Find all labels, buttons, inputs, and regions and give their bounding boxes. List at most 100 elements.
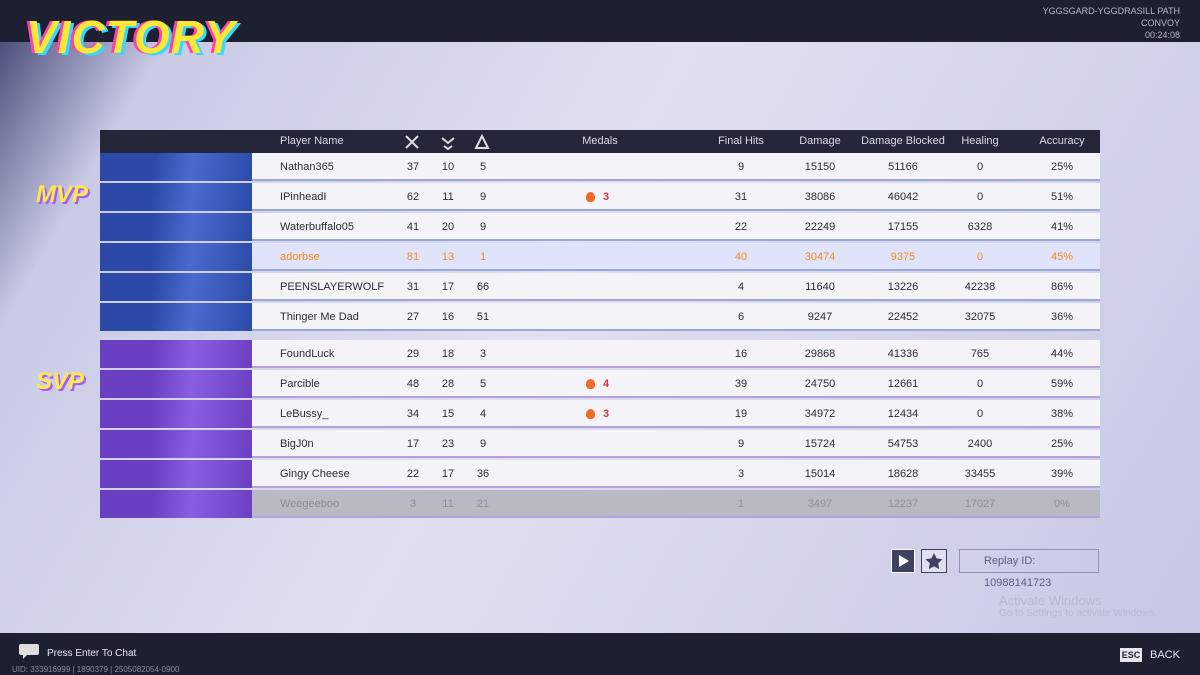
stat-assists: 9	[479, 221, 487, 233]
stat-accuracy: 45%	[1050, 251, 1074, 263]
stat-healing: 33455	[964, 468, 996, 480]
stat-damage-blocked: 12237	[887, 498, 919, 510]
back-button[interactable]: BACK	[1150, 649, 1180, 661]
stat-deaths: 13	[441, 251, 455, 263]
stat-final-hits: 3	[737, 468, 745, 480]
stat-deaths: 16	[441, 311, 455, 323]
stat-kills: 17	[406, 438, 420, 450]
stat-damage: 24750	[804, 378, 836, 390]
stat-final-hits: 40	[734, 251, 748, 263]
stat-accuracy: 44%	[1050, 348, 1074, 360]
stat-damage: 34972	[804, 408, 836, 420]
stat-healing: 2400	[967, 438, 993, 450]
stat-final-hits: 19	[734, 408, 748, 420]
hero-portrait	[100, 273, 252, 301]
hero-portrait	[100, 303, 252, 331]
stat-kills: 27	[406, 311, 420, 323]
stat-kills: 37	[406, 161, 420, 173]
medal-count: 3	[603, 191, 610, 203]
player-row[interactable]	[100, 213, 1100, 241]
stat-assists: 5	[479, 161, 487, 173]
stat-deaths: 28	[441, 378, 455, 390]
stat-damage: 15150	[804, 161, 836, 173]
stat-final-hits: 9	[737, 161, 745, 173]
stat-damage-blocked: 9375	[890, 251, 916, 263]
stat-accuracy: 0%	[1054, 498, 1070, 510]
stat-assists: 9	[479, 191, 487, 203]
result-title: VICTORY	[26, 11, 236, 63]
stat-damage: 22249	[804, 221, 836, 233]
stat-accuracy: 39%	[1050, 468, 1074, 480]
hero-portrait	[100, 183, 252, 211]
col-header: Damage Blocked	[861, 135, 945, 147]
stat-final-hits: 39	[734, 378, 748, 390]
stat-healing: 0	[976, 378, 984, 390]
player-row[interactable]	[100, 370, 1100, 398]
stat-damage: 29868	[804, 348, 836, 360]
player-row[interactable]	[100, 153, 1100, 181]
player-row[interactable]	[100, 340, 1100, 368]
player-row[interactable]	[100, 273, 1100, 301]
replay-id-button[interactable]: Replay ID: 10988141723	[959, 549, 1099, 589]
stat-damage-blocked: 18628	[887, 468, 919, 480]
medal-count: 3	[603, 408, 610, 420]
hero-portrait	[100, 490, 252, 518]
table-header	[100, 130, 1100, 153]
medal-icon	[586, 379, 595, 389]
player-name: adorbse	[280, 251, 320, 263]
hero-portrait	[100, 370, 252, 398]
stat-healing: 0	[976, 161, 984, 173]
player-row[interactable]	[100, 243, 1100, 271]
stat-final-hits: 4	[737, 281, 745, 293]
stat-assists: 36	[476, 468, 490, 480]
col-header: Medals	[582, 135, 618, 147]
player-row[interactable]	[100, 460, 1100, 488]
stat-healing: 17027	[964, 498, 996, 510]
stat-deaths: 20	[441, 221, 455, 233]
stat-damage-blocked: 54753	[887, 438, 919, 450]
player-name: Weegeeboo	[280, 498, 340, 510]
col-header: Accuracy	[1039, 135, 1085, 147]
stat-final-hits: 16	[734, 348, 748, 360]
stat-accuracy: 86%	[1050, 281, 1074, 293]
hero-portrait	[100, 243, 252, 271]
play-replay-button[interactable]	[891, 549, 915, 573]
player-row[interactable]	[100, 303, 1100, 331]
stat-deaths: 18	[441, 348, 455, 360]
stat-accuracy: 59%	[1050, 378, 1074, 390]
stat-deaths: 15	[441, 408, 455, 420]
stat-deaths: 23	[441, 438, 455, 450]
chat-icon	[19, 644, 39, 659]
watermark-title: Activate Windows	[999, 593, 1102, 608]
esc-key[interactable]: ESC	[1120, 648, 1142, 662]
stat-kills: 48	[406, 378, 420, 390]
stat-assists: 3	[479, 348, 487, 360]
stat-damage-blocked: 41336	[887, 348, 919, 360]
chat-prompt[interactable]: Press Enter To Chat	[47, 648, 137, 659]
stat-assists: 5	[479, 378, 487, 390]
stat-damage: 11640	[805, 281, 835, 293]
player-row[interactable]	[100, 400, 1100, 428]
player-name: Gingy Cheese	[280, 468, 350, 480]
stat-deaths: 17	[441, 281, 455, 293]
stat-damage-blocked: 22452	[887, 311, 919, 323]
stat-damage: 3497	[807, 498, 833, 510]
player-row[interactable]	[100, 490, 1100, 518]
team-badge: SVP	[36, 368, 85, 395]
player-row[interactable]	[100, 183, 1100, 211]
stat-kills: 41	[406, 221, 420, 233]
favorite-button[interactable]	[921, 549, 947, 573]
stat-accuracy: 36%	[1050, 311, 1074, 323]
stat-damage: 15014	[804, 468, 836, 480]
watermark-text: Go to Settings to activate Windows.	[999, 608, 1157, 619]
stat-damage: 15724	[804, 438, 836, 450]
map-name: YGGSGARD-YGGDRASILL PATH	[1042, 6, 1180, 16]
stat-accuracy: 25%	[1050, 438, 1074, 450]
stat-kills: 62	[406, 191, 420, 203]
game-mode: CONVOY	[1140, 18, 1180, 28]
player-name: PEENSLAYERWOLF	[280, 281, 385, 293]
player-name: IPinheadI	[280, 191, 327, 203]
stat-deaths: 11	[442, 191, 454, 203]
player-row[interactable]	[100, 430, 1100, 458]
